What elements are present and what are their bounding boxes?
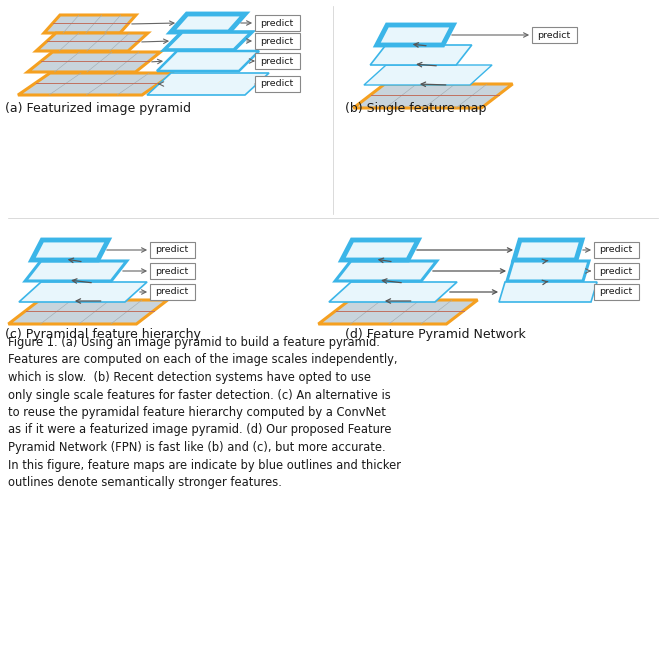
FancyBboxPatch shape bbox=[593, 284, 639, 300]
FancyBboxPatch shape bbox=[593, 242, 639, 258]
FancyBboxPatch shape bbox=[149, 242, 194, 258]
Polygon shape bbox=[18, 73, 174, 95]
FancyBboxPatch shape bbox=[593, 263, 639, 279]
Text: (d) Feature Pyramid Network: (d) Feature Pyramid Network bbox=[345, 328, 525, 341]
Polygon shape bbox=[354, 84, 513, 108]
Polygon shape bbox=[44, 15, 136, 33]
Polygon shape bbox=[507, 261, 589, 281]
Polygon shape bbox=[25, 261, 127, 281]
FancyBboxPatch shape bbox=[531, 27, 577, 43]
FancyBboxPatch shape bbox=[254, 53, 300, 69]
Text: predict: predict bbox=[537, 31, 571, 39]
Text: predict: predict bbox=[155, 266, 188, 275]
Text: predict: predict bbox=[155, 245, 188, 254]
Polygon shape bbox=[36, 33, 148, 51]
Text: (a) Featurized image pyramid: (a) Featurized image pyramid bbox=[5, 102, 191, 115]
Polygon shape bbox=[32, 240, 108, 260]
Text: predict: predict bbox=[599, 266, 633, 275]
Text: predict: predict bbox=[260, 56, 294, 65]
Text: predict: predict bbox=[260, 80, 294, 88]
Polygon shape bbox=[335, 261, 437, 281]
Text: predict: predict bbox=[260, 18, 294, 27]
FancyBboxPatch shape bbox=[254, 15, 300, 31]
Polygon shape bbox=[164, 32, 252, 50]
Polygon shape bbox=[318, 300, 478, 324]
Text: Figure 1. (a) Using an image pyramid to build a feature pyramid.
Features are co: Figure 1. (a) Using an image pyramid to … bbox=[8, 336, 401, 489]
Polygon shape bbox=[499, 282, 597, 302]
Polygon shape bbox=[370, 45, 472, 65]
Polygon shape bbox=[514, 240, 582, 260]
Polygon shape bbox=[27, 52, 161, 72]
Polygon shape bbox=[19, 282, 147, 302]
FancyBboxPatch shape bbox=[254, 76, 300, 92]
Polygon shape bbox=[377, 25, 453, 45]
Polygon shape bbox=[364, 65, 492, 85]
FancyBboxPatch shape bbox=[149, 263, 194, 279]
FancyBboxPatch shape bbox=[254, 33, 300, 49]
FancyBboxPatch shape bbox=[149, 284, 194, 300]
Polygon shape bbox=[342, 240, 418, 260]
Text: predict: predict bbox=[260, 37, 294, 46]
Polygon shape bbox=[9, 300, 168, 324]
Text: predict: predict bbox=[599, 245, 633, 254]
Text: (b) Single feature map: (b) Single feature map bbox=[345, 102, 486, 115]
Text: (c) Pyramidal feature hierarchy: (c) Pyramidal feature hierarchy bbox=[5, 328, 201, 341]
Text: predict: predict bbox=[599, 288, 633, 296]
Polygon shape bbox=[171, 14, 245, 32]
Polygon shape bbox=[157, 51, 259, 71]
Polygon shape bbox=[147, 73, 269, 95]
Polygon shape bbox=[329, 282, 457, 302]
Text: predict: predict bbox=[155, 288, 188, 296]
